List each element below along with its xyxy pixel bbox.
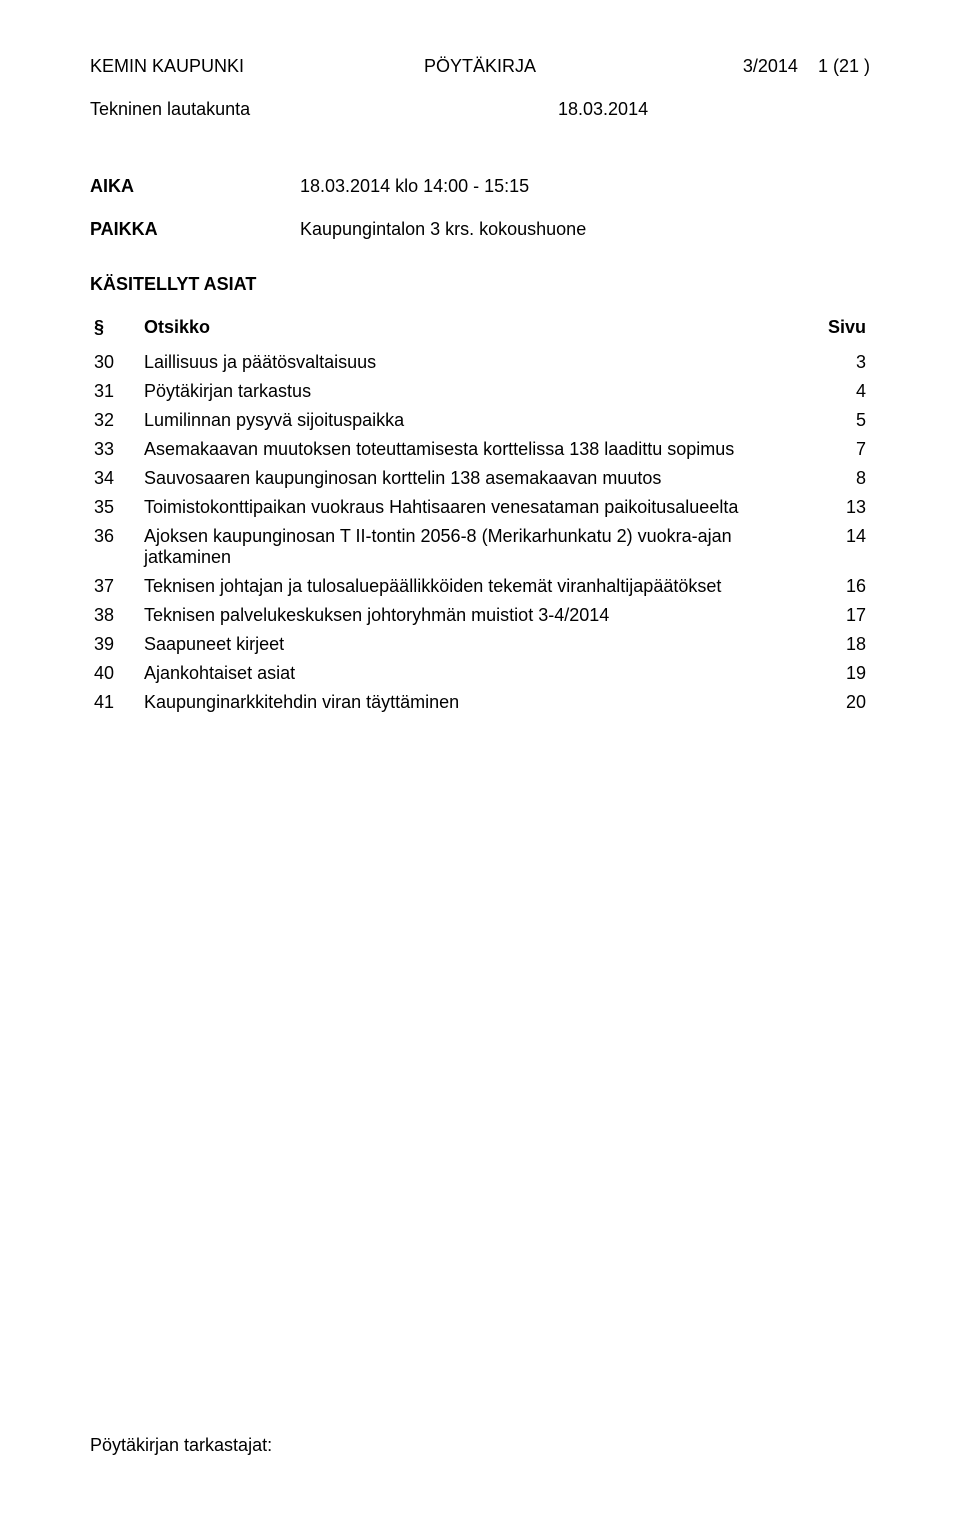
- agenda-item-page: 18: [810, 630, 870, 659]
- page-root: KEMIN KAUPUNKI PÖYTÄKIRJA 3/2014 1 (21 )…: [0, 0, 960, 1518]
- agenda-item-num: 30: [90, 348, 140, 377]
- agenda-item-title: Asemakaavan muutoksen toteuttamisesta ko…: [140, 435, 810, 464]
- agenda-item-num: 39: [90, 630, 140, 659]
- aika-value: 18.03.2014 klo 14:00 - 15:15: [300, 176, 529, 197]
- agenda-item-page: 13: [810, 493, 870, 522]
- agenda-item-title: Sauvosaaren kaupunginosan korttelin 138 …: [140, 464, 810, 493]
- agenda-item-num: 38: [90, 601, 140, 630]
- agenda-item-page: 19: [810, 659, 870, 688]
- agenda-row: 39 Saapuneet kirjeet 18: [90, 630, 870, 659]
- issue-number: 3/2014: [743, 56, 798, 76]
- issue-and-page: 3/2014 1 (21 ): [743, 56, 870, 77]
- doc-type: PÖYTÄKIRJA: [424, 56, 536, 77]
- header-row-1: KEMIN KAUPUNKI PÖYTÄKIRJA 3/2014 1 (21 ): [90, 56, 870, 77]
- agenda-header-row: § Otsikko Sivu: [90, 313, 870, 348]
- agenda-item-title: Ajoksen kaupunginosan T II-tontin 2056-8…: [140, 522, 810, 572]
- agenda-row: 41 Kaupunginarkkitehdin viran täyttämine…: [90, 688, 870, 717]
- agenda-item-page: 14: [810, 522, 870, 572]
- agenda-item-page: 20: [810, 688, 870, 717]
- meeting-date: 18.03.2014: [558, 99, 648, 120]
- agenda-section-title: KÄSITELLYT ASIAT: [90, 274, 870, 295]
- agenda-item-num: 32: [90, 406, 140, 435]
- agenda-item-title: Teknisen palvelukeskuksen johtoryhmän mu…: [140, 601, 810, 630]
- committee-name: Tekninen lautakunta: [90, 99, 558, 120]
- agenda-item-title: Saapuneet kirjeet: [140, 630, 810, 659]
- page-of-total: 1 (21 ): [818, 56, 870, 76]
- agenda-row: 32 Lumilinnan pysyvä sijoituspaikka 5: [90, 406, 870, 435]
- paikka-row: PAIKKA Kaupungintalon 3 krs. kokoushuone: [90, 219, 870, 240]
- agenda-row: 34 Sauvosaaren kaupunginosan korttelin 1…: [90, 464, 870, 493]
- agenda-item-page: 3: [810, 348, 870, 377]
- footer-reviewers: Pöytäkirjan tarkastajat:: [90, 1435, 272, 1456]
- agenda-item-title: Ajankohtaiset asiat: [140, 659, 810, 688]
- paikka-label: PAIKKA: [90, 219, 300, 240]
- agenda-item-num: 41: [90, 688, 140, 717]
- agenda-row: 35 Toimistokonttipaikan vuokraus Hahtisa…: [90, 493, 870, 522]
- agenda-item-page: 16: [810, 572, 870, 601]
- agenda-row: 33 Asemakaavan muutoksen toteuttamisesta…: [90, 435, 870, 464]
- agenda-col-section: §: [90, 313, 140, 348]
- agenda-item-title: Pöytäkirjan tarkastus: [140, 377, 810, 406]
- agenda-item-title: Lumilinnan pysyvä sijoituspaikka: [140, 406, 810, 435]
- agenda-item-title: Laillisuus ja päätösvaltaisuus: [140, 348, 810, 377]
- agenda-col-title: Otsikko: [140, 313, 810, 348]
- agenda-item-page: 8: [810, 464, 870, 493]
- aika-row: AIKA 18.03.2014 klo 14:00 - 15:15: [90, 176, 870, 197]
- agenda-item-num: 37: [90, 572, 140, 601]
- header-row-2: Tekninen lautakunta 18.03.2014: [90, 99, 870, 120]
- agenda-col-page: Sivu: [810, 313, 870, 348]
- agenda-item-num: 36: [90, 522, 140, 572]
- agenda-item-num: 34: [90, 464, 140, 493]
- paikka-value: Kaupungintalon 3 krs. kokoushuone: [300, 219, 586, 240]
- aika-label: AIKA: [90, 176, 300, 197]
- agenda-item-num: 35: [90, 493, 140, 522]
- agenda-row: 38 Teknisen palvelukeskuksen johtoryhmän…: [90, 601, 870, 630]
- org-name: KEMIN KAUPUNKI: [90, 56, 244, 77]
- agenda-item-page: 17: [810, 601, 870, 630]
- agenda-item-title: Teknisen johtajan ja tulosaluepäällikköi…: [140, 572, 810, 601]
- agenda-item-num: 31: [90, 377, 140, 406]
- agenda-row: 37 Teknisen johtajan ja tulosaluepäällik…: [90, 572, 870, 601]
- agenda-item-page: 7: [810, 435, 870, 464]
- agenda-item-page: 5: [810, 406, 870, 435]
- agenda-table: § Otsikko Sivu 30 Laillisuus ja päätösva…: [90, 313, 870, 717]
- agenda-item-num: 33: [90, 435, 140, 464]
- agenda-item-page: 4: [810, 377, 870, 406]
- agenda-item-title: Toimistokonttipaikan vuokraus Hahtisaare…: [140, 493, 810, 522]
- agenda-row: 31 Pöytäkirjan tarkastus 4: [90, 377, 870, 406]
- agenda-item-title: Kaupunginarkkitehdin viran täyttäminen: [140, 688, 810, 717]
- agenda-item-num: 40: [90, 659, 140, 688]
- agenda-row: 30 Laillisuus ja päätösvaltaisuus 3: [90, 348, 870, 377]
- agenda-row: 36 Ajoksen kaupunginosan T II-tontin 205…: [90, 522, 870, 572]
- agenda-row: 40 Ajankohtaiset asiat 19: [90, 659, 870, 688]
